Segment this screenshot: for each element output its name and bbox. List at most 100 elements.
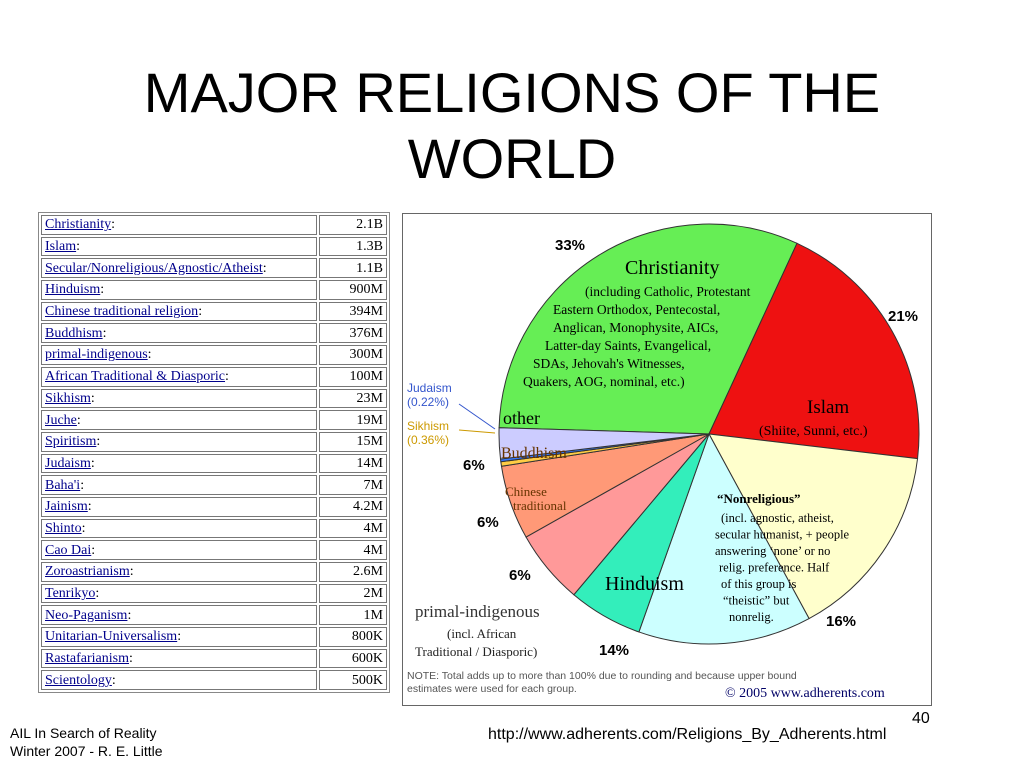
religions-pie-chart: 33% 21% 16% 14% 6% 6% 6% Christianity (i… <box>402 213 932 706</box>
religion-link[interactable]: Buddhism <box>45 325 103 341</box>
religion-link[interactable]: Tenrikyo <box>45 586 96 602</box>
adherents-value-cell: 7M <box>319 475 387 495</box>
adherents-value-cell: 2M <box>319 583 387 604</box>
religion-link[interactable]: Unitarian-Universalism <box>45 629 178 645</box>
label-sikhism: Sikhism(0.36%) <box>407 419 449 447</box>
table-row: Sikhism: 23M <box>41 388 387 409</box>
adherents-value-cell: 4M <box>319 518 387 539</box>
adherents-value-cell: 19M <box>319 410 387 430</box>
religion-link[interactable]: Cao Dai <box>45 542 92 558</box>
table-row: Secular/Nonreligious/Agnostic/Atheist: 1.… <box>41 258 387 279</box>
table-row: Shinto: 4M <box>41 518 387 539</box>
adherents-value-cell: 1.1B <box>319 258 387 279</box>
page-number: 40 <box>912 710 930 727</box>
label-hinduism: Hinduism <box>605 573 684 595</box>
table-row: Buddhism: 376M <box>41 323 387 344</box>
adherents-value-cell: 100M <box>319 366 387 387</box>
adherents-value-cell: 500K <box>319 670 387 691</box>
footer-line-2: Winter 2007 - R. E. Little <box>10 743 163 759</box>
pct-label-islam: 21% <box>888 308 918 325</box>
religion-link[interactable]: Hinduism <box>45 282 101 298</box>
sub-christianity-line: Anglican, Monophysite, AICs, <box>553 320 718 335</box>
table-row: Chinese traditional religion: 394M <box>41 301 387 322</box>
religion-name-cell: Hinduism: <box>41 280 317 300</box>
religion-link[interactable]: Juche <box>45 412 77 428</box>
religion-link[interactable]: Baha'i <box>45 477 81 493</box>
chart-note-line-1: NOTE: Total adds up to more than 100% du… <box>407 670 797 682</box>
sub-nonreligious-line: secular humanist, + people <box>715 528 850 542</box>
religion-link[interactable]: Neo-Paganism <box>45 607 128 623</box>
pie-slice-other <box>498 427 710 460</box>
adherents-value-cell: 800K <box>319 627 387 647</box>
religion-name-cell: African Traditional & Diasporic: <box>41 366 317 387</box>
table-row: Tenrikyo: 2M <box>41 583 387 604</box>
label-nonreligious: “Nonreligious” <box>717 491 801 506</box>
religion-link[interactable]: Scientology <box>45 672 112 688</box>
religion-link[interactable]: Chinese traditional religion <box>45 304 199 320</box>
religion-name-cell: Tenrikyo: <box>41 583 317 604</box>
footer-course: AIL In Search of Reality Winter 2007 - R… <box>10 724 163 760</box>
religion-name-cell: Secular/Nonreligious/Agnostic/Atheist: <box>41 258 317 279</box>
footer-line-1: AIL In Search of Reality <box>10 725 157 741</box>
sub-nonreligious-line: “theistic” but <box>723 594 790 608</box>
sublabel-islam: (Shiite, Sunni, etc.) <box>759 424 868 439</box>
sublabel-christianity: (including Catholic, Protestant Eastern O… <box>523 284 751 389</box>
religion-name-cell: Shinto: <box>41 518 317 539</box>
table-row: Rastafarianism: 600K <box>41 648 387 669</box>
lbl-chinese-line: Chinese <box>505 484 547 499</box>
table-row: Spiritism: 15M <box>41 431 387 452</box>
religion-link[interactable]: Judaism <box>45 455 91 471</box>
adherents-value-cell: 15M <box>319 431 387 452</box>
source-url: http://www.adherents.com/Religions_By_Ad… <box>488 726 887 743</box>
religion-name-cell: Judaism: <box>41 453 317 474</box>
label-other: other <box>503 408 540 428</box>
table-row: Scientology: 500K <box>41 670 387 691</box>
religion-link[interactable]: Zoroastrianism <box>45 564 130 580</box>
lbl-chinese-line: traditional <box>513 498 567 513</box>
adherents-value-cell: 376M <box>319 323 387 344</box>
religion-link[interactable]: Christianity <box>45 217 112 233</box>
religions-table: Christianity: 2.1B Islam: 1.3B Secular/Nonre… <box>38 212 390 694</box>
pie-slice-islam <box>708 242 920 460</box>
religion-name-cell: Unitarian-Universalism: <box>41 627 317 647</box>
pct-label-primal: 6% <box>509 567 531 584</box>
label-christianity: Christianity <box>625 257 719 279</box>
table-row: Judaism: 14M <box>41 453 387 474</box>
title-line-1: MAJOR RELIGIONS OF THE <box>143 61 881 124</box>
sublabel-primal: (incl. African Traditional / Diasporic) <box>415 626 537 659</box>
religion-name-cell: Scientology: <box>41 670 317 691</box>
religion-link[interactable]: Islam <box>45 239 77 255</box>
adherents-value-cell: 300M <box>319 345 387 365</box>
sub-nonreligious-line: answering ‘none’ or no <box>715 544 830 558</box>
religion-name-cell: Baha'i: <box>41 475 317 495</box>
sub-nonreligious-line: of this group is <box>721 577 796 591</box>
adherents-value-cell: 2.6M <box>319 562 387 582</box>
table-row: Hinduism: 900M <box>41 280 387 300</box>
table-row: Unitarian-Universalism: 800K <box>41 627 387 647</box>
religion-link[interactable]: African Traditional & Diasporic <box>45 369 226 385</box>
religion-name-cell: Rastafarianism: <box>41 648 317 669</box>
sub-primal-line: (incl. African <box>447 626 517 641</box>
sub-christianity-line: (including Catholic, Protestant <box>585 284 751 299</box>
sub-christianity-line: Quakers, AOG, nominal, etc.) <box>523 374 685 389</box>
religion-link[interactable]: Sikhism <box>45 390 91 406</box>
religion-link[interactable]: Shinto <box>45 520 82 536</box>
adherents-value-cell: 1M <box>319 605 387 626</box>
pct-label-buddhism: 6% <box>463 457 485 474</box>
pie-slice-christianity <box>498 223 798 435</box>
chart-note-line-2: estimates were used for each group. <box>407 683 577 695</box>
adherents-value-cell: 900M <box>319 280 387 300</box>
religion-link[interactable]: primal-indigenous <box>45 347 148 363</box>
table-row: Juche: 19M <box>41 410 387 430</box>
religion-link[interactable]: Spiritism <box>45 434 97 450</box>
lbl-sikhism-line: (0.36%) <box>407 433 449 447</box>
religion-name-cell: Sikhism: <box>41 388 317 409</box>
table-row: African Traditional & Diasporic: 100M <box>41 366 387 387</box>
label-judaism: Judaism(0.22%) <box>407 381 452 409</box>
religion-name-cell: Islam: <box>41 236 317 257</box>
religion-link[interactable]: Jainism <box>45 499 88 515</box>
title-line-2: WORLD <box>407 127 617 190</box>
adherents-value-cell: 600K <box>319 648 387 669</box>
religion-link[interactable]: Secular/Nonreligious/Agnostic/Atheist <box>45 260 263 276</box>
religion-link[interactable]: Rastafarianism <box>45 651 129 667</box>
